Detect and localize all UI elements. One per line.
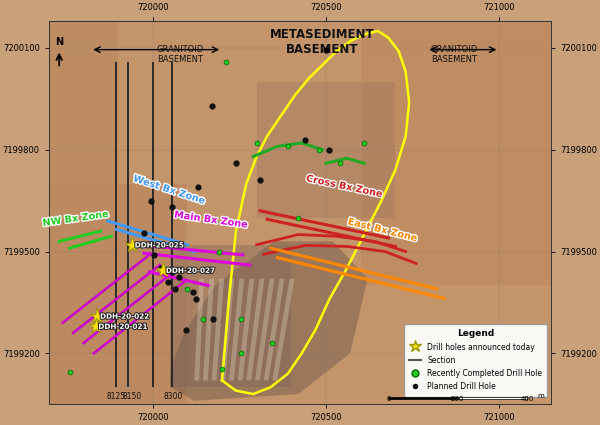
Text: DDH-20-021: DDH-20-021 xyxy=(98,324,148,330)
Polygon shape xyxy=(203,279,214,380)
Text: Cross Bx Zone: Cross Bx Zone xyxy=(305,173,383,199)
Text: 8150: 8150 xyxy=(122,392,142,401)
Polygon shape xyxy=(238,279,254,380)
Text: m: m xyxy=(538,393,544,399)
Bar xyxy=(170,245,292,387)
Polygon shape xyxy=(272,279,295,380)
Text: West Bx Zone: West Bx Zone xyxy=(132,173,206,206)
Polygon shape xyxy=(212,279,224,380)
Bar xyxy=(49,184,187,404)
Polygon shape xyxy=(220,279,234,380)
Polygon shape xyxy=(229,279,244,380)
Text: N: N xyxy=(55,37,63,47)
Bar xyxy=(388,397,458,399)
Text: 0: 0 xyxy=(386,396,391,402)
Polygon shape xyxy=(194,279,204,380)
Bar xyxy=(458,397,527,399)
Text: DDH-20-022: DDH-20-022 xyxy=(100,314,149,320)
Text: 400: 400 xyxy=(520,396,533,402)
Polygon shape xyxy=(246,279,265,380)
Text: Main Bx Zone: Main Bx Zone xyxy=(173,210,248,230)
Text: 200: 200 xyxy=(451,396,464,402)
Text: 8125: 8125 xyxy=(107,392,126,401)
Text: NW Bx Zone: NW Bx Zone xyxy=(42,209,109,228)
Text: GRANITOID
BASEMENT: GRANITOID BASEMENT xyxy=(157,45,204,64)
Text: DDH-20-025: DDH-20-025 xyxy=(135,242,184,249)
Polygon shape xyxy=(263,279,284,380)
Polygon shape xyxy=(170,241,368,401)
Legend: Drill holes announced today, Section, Recently Completed Drill Hole, Planned Dri: Drill holes announced today, Section, Re… xyxy=(404,324,547,397)
Text: GRANITOID
BASEMENT: GRANITOID BASEMENT xyxy=(431,45,478,64)
Text: DDH-20-027: DDH-20-027 xyxy=(166,268,215,274)
Bar xyxy=(49,21,118,184)
Text: East Bx Zone: East Bx Zone xyxy=(347,216,418,244)
Polygon shape xyxy=(255,279,274,380)
Bar xyxy=(361,21,551,286)
Text: METASEDIMENT
BASEMENT: METASEDIMENT BASEMENT xyxy=(270,28,375,56)
Bar xyxy=(257,82,395,218)
Text: 8300: 8300 xyxy=(164,392,183,401)
